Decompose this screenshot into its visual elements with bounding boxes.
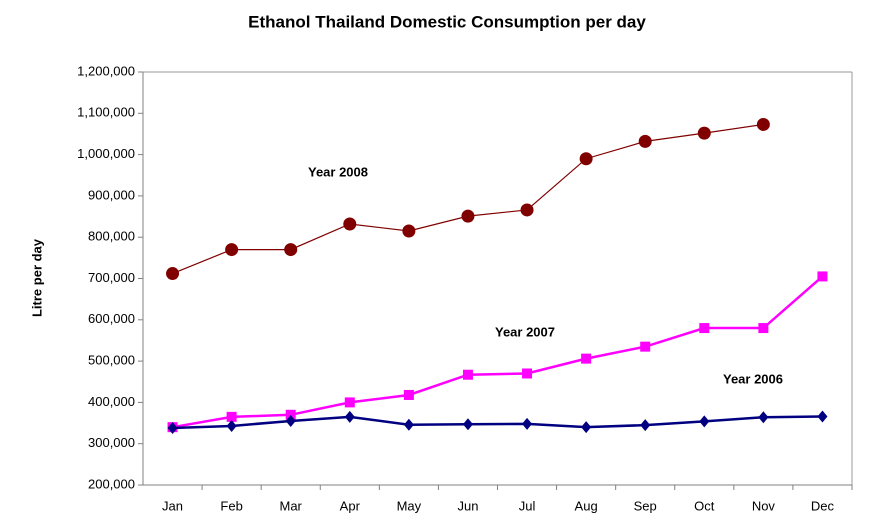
marker	[579, 152, 593, 166]
marker	[226, 411, 237, 422]
marker	[817, 410, 828, 423]
marker	[462, 418, 473, 431]
x-tick-label: Mar	[280, 498, 303, 513]
x-tick-label: Nov	[752, 498, 776, 513]
marker	[461, 209, 475, 223]
marker	[402, 224, 416, 238]
marker	[758, 323, 769, 334]
marker	[167, 422, 178, 435]
marker	[226, 419, 237, 432]
x-tick-label: Aug	[575, 498, 598, 513]
marker	[581, 421, 592, 434]
marker	[344, 410, 355, 423]
marker	[699, 415, 710, 428]
x-tick-label: Jan	[162, 498, 183, 513]
y-tick-label: 1,000,000	[77, 146, 135, 161]
marker	[699, 323, 710, 334]
marker	[166, 267, 180, 281]
marker	[344, 397, 355, 408]
y-tick-label: 900,000	[88, 187, 135, 202]
y-tick-label: 700,000	[88, 270, 135, 285]
x-tick-label: Oct	[694, 498, 715, 513]
y-tick-label: 400,000	[88, 394, 135, 409]
x-tick-label: Dec	[811, 498, 835, 513]
x-tick-label: Jun	[457, 498, 478, 513]
y-tick-label: 600,000	[88, 311, 135, 326]
marker	[638, 134, 652, 148]
series-line	[172, 275, 824, 429]
marker	[817, 271, 828, 282]
marker	[403, 389, 414, 400]
marker	[581, 353, 592, 364]
marker	[462, 369, 473, 380]
y-tick-label: 800,000	[88, 229, 135, 244]
x-tick-label: Apr	[340, 498, 361, 513]
marker	[697, 126, 711, 140]
y-tick-label: 1,200,000	[77, 63, 135, 78]
x-tick-label: Feb	[220, 498, 242, 513]
series-label: Year 2006	[723, 371, 783, 386]
marker	[403, 418, 414, 431]
chart-title: Ethanol Thailand Domestic Consumption pe…	[248, 12, 646, 31]
marker	[225, 243, 239, 257]
marker	[522, 368, 533, 379]
y-tick-label: 300,000	[88, 435, 135, 450]
marker	[756, 117, 770, 131]
marker	[522, 417, 533, 430]
marker	[640, 341, 651, 352]
series-label: Year 2008	[308, 164, 368, 179]
series-line	[172, 415, 823, 430]
marker	[343, 217, 357, 231]
marker	[285, 409, 296, 420]
marker	[640, 419, 651, 432]
x-tick-label: May	[397, 498, 422, 513]
series-line	[172, 123, 764, 275]
x-tick-label: Jul	[519, 498, 536, 513]
marker	[520, 203, 534, 217]
y-tick-label: 1,100,000	[77, 105, 135, 120]
y-axis-label: Litre per day	[29, 238, 44, 317]
marker	[284, 243, 298, 257]
series-label: Year 2007	[495, 324, 555, 339]
y-tick-label: 500,000	[88, 353, 135, 368]
x-tick-label: Sep	[634, 498, 657, 513]
marker	[758, 411, 769, 424]
y-tick-label: 200,000	[88, 476, 135, 491]
marker	[285, 414, 296, 427]
